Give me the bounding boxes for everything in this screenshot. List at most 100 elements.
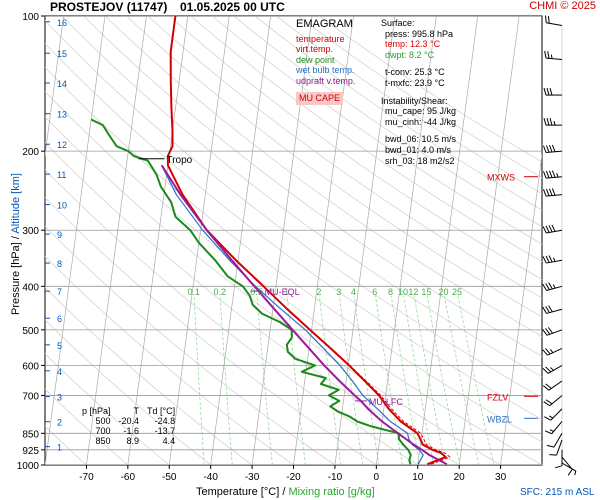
isotherm [168, 16, 230, 465]
dry-adiabat [211, 16, 542, 245]
mixing-ratio-label: 0.2 [213, 287, 226, 297]
table-cell: -20.4 [118, 416, 140, 426]
mu-cape-value: mu_cape: 95 J/kg [385, 106, 457, 117]
dry-adiabat [45, 66, 542, 443]
isotherm [293, 16, 354, 465]
wind-barb-feather [545, 383, 552, 389]
wind-barb-feather [545, 255, 550, 263]
wind-barb-half-feather [553, 121, 556, 126]
series-parcel [160, 164, 448, 465]
altitude-tick-label: 9 [57, 230, 62, 240]
altitude-tick-label: 4 [57, 367, 62, 377]
y-tick-label: 100 [22, 12, 39, 23]
altitude-tick-label: 3 [57, 393, 62, 403]
wind-barb [548, 380, 563, 391]
mixing-ratio-label: 3 [336, 287, 341, 297]
altitude-tick-label: 16 [57, 18, 67, 28]
mixing-ratio-label: 8 [388, 287, 393, 297]
table-header: Td [°C] [147, 406, 176, 416]
legend-item-dew-point: dew point [296, 54, 335, 65]
x-tick-label: 0 [374, 472, 380, 483]
table-cell: 850 [95, 436, 111, 446]
wind-barb-feather [544, 50, 547, 59]
dry-adiabat [297, 16, 542, 179]
legend-item-wet-bulb: wet bulb temp. [296, 65, 355, 75]
altitude-tick-label: 10 [57, 201, 67, 211]
x-tick-label: 20 [454, 472, 466, 483]
dry-adiabat [45, 353, 170, 465]
wind-barb-feather [546, 444, 555, 448]
x-tick-label: 10 [412, 472, 424, 483]
wind-barb-feather [551, 144, 556, 152]
wind-barb-feather [542, 385, 550, 391]
isotherm [127, 16, 189, 465]
y-axis-label: Pressure [hPa] / Altitude [km] [10, 164, 22, 324]
series-wetbulb [161, 165, 424, 465]
wind-barb-half-feather [549, 349, 554, 353]
legend-item-virt-temp: virt.temp. [296, 44, 334, 54]
isotherm [458, 16, 520, 465]
wind-barb [561, 456, 573, 470]
wind-barb-feather [545, 306, 550, 313]
mixing-ratio-label: 15 [421, 287, 431, 297]
wind-barb [549, 395, 563, 407]
y-tick-label: 850 [22, 429, 39, 440]
altitude-tick-label: 12 [57, 140, 67, 150]
dry-adiabat [45, 319, 211, 465]
wind-barb-feather [551, 170, 556, 178]
wind-barb-feather [543, 117, 547, 126]
table-row: 850 8.9 4.4 [78, 436, 179, 446]
mixing-ratio-label: 2 [316, 287, 321, 297]
altitude-axis-label: Altitude [km] [10, 173, 22, 234]
dry-adiabat [45, 388, 129, 465]
dry-adiabat [190, 16, 542, 263]
surface-dwpt: dwpt: 8.2 °C [385, 49, 435, 60]
wind-barb-feather [546, 117, 550, 126]
x-tick-label: -10 [328, 472, 343, 483]
wind-barb-feather [551, 188, 556, 196]
table-cell: 500 [95, 416, 111, 426]
bwd-01-value: bwd_01: 4.0 m/s [385, 144, 452, 155]
mixing-ratio-axis-label: Mixing ratio [g/kg] [288, 486, 375, 498]
series-virttemp [167, 165, 451, 465]
wind-barb-feather [542, 226, 547, 234]
x-tick-label: -60 [121, 472, 136, 483]
altitude-tick-label: 6 [57, 314, 62, 324]
level-label: FZLV [487, 392, 508, 402]
isotherm [210, 16, 272, 465]
dry-adiabat [45, 225, 336, 465]
altitude-tick-label: 11 [57, 170, 66, 180]
wind-barb-feather [543, 87, 547, 96]
x-axis-label: Temperature [°C] / Mixing ratio [g/kg] [196, 486, 375, 498]
y-tick-label: 300 [22, 226, 39, 237]
altitude-tick-label: 8 [57, 259, 62, 269]
wind-barb [561, 462, 577, 472]
wind-barb-feather [567, 469, 573, 476]
wind-barb-feather [542, 367, 549, 374]
wind-barb [551, 421, 563, 435]
altitude-tick-label: 1 [57, 443, 62, 453]
dry-adiabat [254, 16, 542, 211]
mixing-ratio-label: 12 [408, 287, 418, 297]
isotherm [375, 16, 437, 465]
wind-barb-feather [542, 256, 547, 264]
wind-barb-feather [545, 366, 552, 373]
mixing-ratio-label: 4 [351, 287, 356, 297]
dry-adiabat [45, 169, 419, 465]
wind-barb-feather [543, 401, 551, 407]
srh-03-value: srh_03: 18 m2/s2 [385, 155, 455, 166]
surface-altitude-note: SFC: 215 m ASL [520, 487, 595, 498]
wind-barb-feather [551, 224, 556, 232]
sounding-info: Surface: press: 995.8 hPa temp: 12.3 °C … [381, 18, 481, 166]
wind-barb-feather [545, 283, 550, 290]
wind-barb-feather [545, 188, 550, 196]
mixing-ratio-line [286, 295, 306, 465]
wind-barb [550, 408, 563, 421]
x-tick-label: -50 [162, 472, 177, 483]
dry-adiabat [61, 16, 542, 378]
dry-adiabat [276, 16, 542, 195]
mixing-ratio-label: 25 [452, 287, 462, 297]
pressure-axis-label: Pressure [hPa] [10, 242, 22, 315]
wind-barb-feather [548, 188, 553, 196]
